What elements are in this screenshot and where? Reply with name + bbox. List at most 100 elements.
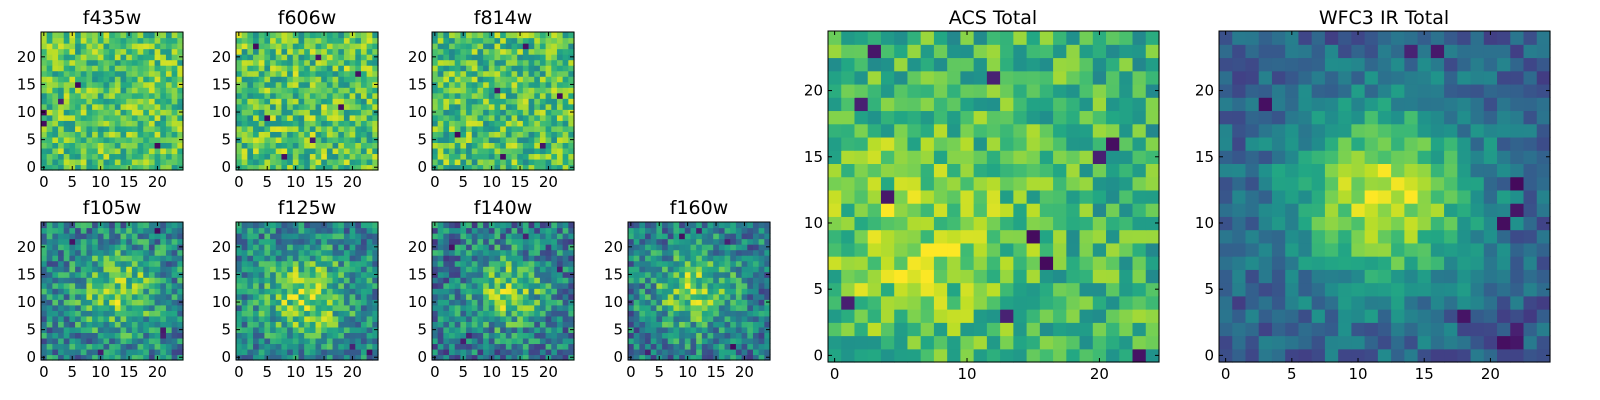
heatmap-cell xyxy=(449,326,456,333)
heatmap-cell xyxy=(880,282,895,297)
heatmap-cell xyxy=(662,244,669,251)
heatmap-cell xyxy=(656,227,663,234)
heatmap-cell xyxy=(355,260,362,267)
heatmap-cell xyxy=(517,76,524,83)
heatmap-cell xyxy=(236,114,243,121)
heatmap-cell xyxy=(338,299,345,306)
heatmap-cell xyxy=(920,163,935,178)
heatmap-cell xyxy=(545,103,552,110)
heatmap-cell xyxy=(366,147,373,155)
heatmap-cell xyxy=(505,348,513,356)
heatmap-cell xyxy=(46,59,53,66)
heatmap-cell xyxy=(143,238,150,245)
heatmap-cell xyxy=(92,271,99,278)
heatmap-cell xyxy=(1000,348,1014,363)
heatmap-cell xyxy=(500,348,507,356)
heatmap-cell xyxy=(131,76,139,83)
heatmap-cell xyxy=(730,271,737,278)
heatmap-cell xyxy=(752,271,760,278)
heatmap-cell xyxy=(724,310,731,317)
heatmap-cell xyxy=(258,37,265,44)
heatmap-cell xyxy=(131,120,139,127)
heatmap-cell xyxy=(148,109,156,116)
heatmap-cell xyxy=(360,37,368,44)
heatmap-cell xyxy=(545,92,552,99)
heatmap-cell xyxy=(511,249,518,256)
heatmap-cell xyxy=(1119,216,1134,231)
heatmap-cell xyxy=(366,288,373,295)
heatmap-cell xyxy=(177,337,184,345)
heatmap-cell xyxy=(338,32,345,39)
heatmap-cell xyxy=(171,326,178,333)
heatmap-cell xyxy=(241,348,248,356)
heatmap-cell xyxy=(1053,256,1067,270)
heatmap-cell xyxy=(332,59,339,66)
heatmap-cell xyxy=(679,337,686,345)
heatmap-cell xyxy=(500,164,507,171)
heatmap-cell xyxy=(332,76,339,83)
heatmap-cell xyxy=(539,244,547,251)
heatmap-cell xyxy=(287,76,294,83)
heatmap-cell xyxy=(556,120,564,127)
heatmap-cell xyxy=(528,277,535,284)
heatmap-cell xyxy=(92,354,99,361)
heatmap-cell xyxy=(443,332,450,339)
y-tick-label: 15 xyxy=(212,265,231,283)
heatmap-cell xyxy=(52,332,59,339)
heatmap-cell xyxy=(321,233,328,240)
heatmap-cell xyxy=(298,282,305,289)
heatmap-cell xyxy=(309,222,317,229)
heatmap-cell xyxy=(148,125,156,132)
heatmap-cell xyxy=(730,354,737,361)
heatmap-cell xyxy=(460,299,467,306)
heatmap-cell xyxy=(667,310,675,317)
heatmap-cell xyxy=(511,32,518,39)
heatmap-cell xyxy=(947,348,961,363)
heatmap-cell xyxy=(171,233,178,240)
heatmap-cell xyxy=(545,310,552,317)
heatmap-cell xyxy=(75,131,82,138)
heatmap-cell xyxy=(449,142,456,149)
heatmap-cell xyxy=(92,288,99,295)
heatmap-cell xyxy=(534,92,541,99)
heatmap-cell xyxy=(667,233,675,240)
heatmap-cell xyxy=(165,354,173,361)
heatmap-cell xyxy=(545,348,552,356)
x-tick-label: 5 xyxy=(458,173,468,191)
heatmap-cell xyxy=(137,222,144,229)
y-tick-label: 20 xyxy=(212,238,231,256)
heatmap-cell xyxy=(264,103,271,110)
heatmap-cell xyxy=(315,164,322,171)
plot-frame xyxy=(431,221,575,361)
heatmap-cell xyxy=(494,131,501,138)
heatmap-cell xyxy=(338,288,345,295)
heatmap-cell xyxy=(466,48,473,55)
heatmap-cell xyxy=(867,163,882,178)
heatmap-cell xyxy=(747,343,754,350)
heatmap-cell xyxy=(494,54,501,61)
heatmap-cell xyxy=(696,326,703,333)
heatmap-cell xyxy=(148,48,156,55)
heatmap-cell xyxy=(46,48,53,55)
heatmap-cell xyxy=(539,337,547,345)
heatmap-cell xyxy=(662,249,669,256)
heatmap-cell xyxy=(483,147,490,155)
heatmap-cell xyxy=(160,354,167,361)
heatmap-cell xyxy=(449,158,456,166)
heatmap-cell xyxy=(63,54,70,61)
heatmap-cell xyxy=(539,37,547,44)
heatmap-cell xyxy=(97,310,105,317)
heatmap-cell xyxy=(114,255,122,262)
heatmap-cell xyxy=(673,354,680,361)
heatmap-cell xyxy=(326,227,334,234)
heatmap-cell xyxy=(258,164,265,171)
heatmap-cell xyxy=(730,255,737,262)
heatmap-cell xyxy=(270,98,277,105)
heatmap-cell xyxy=(730,337,737,345)
heatmap-cell xyxy=(264,260,271,267)
heatmap-cell xyxy=(730,299,737,306)
heatmap-cell xyxy=(287,315,294,322)
heatmap-cell xyxy=(517,304,524,311)
heatmap-cell xyxy=(684,337,692,345)
